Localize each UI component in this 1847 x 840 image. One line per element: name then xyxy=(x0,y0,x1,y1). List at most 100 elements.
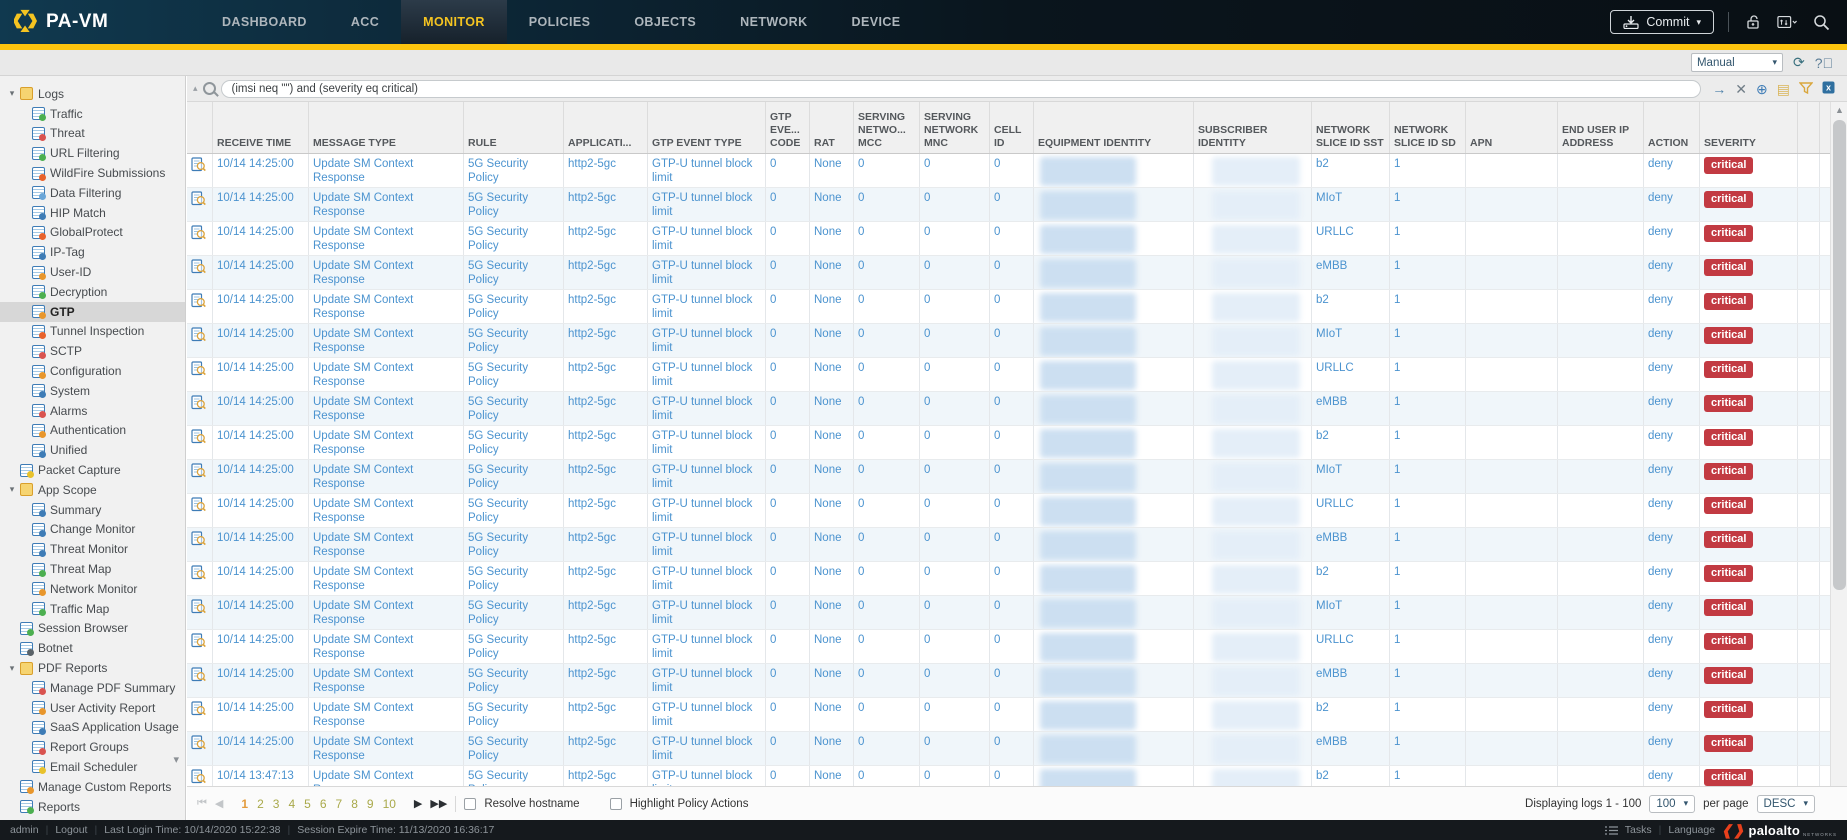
log-filter-input[interactable] xyxy=(220,79,1702,98)
resolve-hostname-checkbox[interactable] xyxy=(464,797,477,810)
sidebar-item-pdf-reports[interactable]: ▾ PDF Reports xyxy=(0,658,185,678)
column-header-network-slice-id-sd[interactable]: NETWORK SLICE ID SD xyxy=(1390,102,1466,153)
cell-action[interactable]: deny xyxy=(1644,494,1700,527)
cell-action[interactable]: deny xyxy=(1644,392,1700,425)
sidebar-item-url-filtering[interactable]: URL Filtering xyxy=(0,143,185,163)
refresh-mode-select[interactable]: Manual ▾ xyxy=(1690,53,1783,72)
cell-icon[interactable] xyxy=(187,290,213,323)
column-header-rule[interactable]: RULE xyxy=(464,102,564,153)
collapse-panel-icon[interactable]: ▴ xyxy=(193,83,198,93)
sort-order-select[interactable]: DESC ▾ xyxy=(1756,794,1815,813)
column-header-end-user-ip-address[interactable]: END USER IP ADDRESS xyxy=(1558,102,1644,153)
cell-icon[interactable] xyxy=(187,222,213,255)
cell-icon[interactable] xyxy=(187,188,213,221)
cell-icon[interactable] xyxy=(187,154,213,187)
sidebar-item-manage-custom-reports[interactable]: Manage Custom Reports xyxy=(0,777,185,797)
cell-receive-time[interactable]: 10/14 14:25:00 xyxy=(213,256,309,289)
expand-caret-icon[interactable]: ▾ xyxy=(9,88,15,99)
tab-dashboard[interactable]: DASHBOARD xyxy=(222,15,307,29)
sidebar-item-configuration[interactable]: Configuration xyxy=(0,361,185,381)
cell-icon[interactable] xyxy=(187,732,213,765)
cell-icon[interactable] xyxy=(187,494,213,527)
tab-acc[interactable]: ACC xyxy=(350,15,380,29)
sidebar-item-session-browser[interactable]: Session Browser xyxy=(0,619,185,639)
last-page-icon[interactable]: ▶▶ xyxy=(430,798,448,810)
cell-receive-time[interactable]: 10/14 14:25:00 xyxy=(213,188,309,221)
cell-receive-time[interactable]: 10/14 14:25:00 xyxy=(213,426,309,459)
tab-monitor[interactable]: MONITOR xyxy=(401,0,507,44)
sidebar-item-threat-monitor[interactable]: Threat Monitor xyxy=(0,539,185,559)
logout-link[interactable]: Logout xyxy=(55,824,88,836)
save-config-icon[interactable] xyxy=(1777,12,1797,32)
cell-receive-time[interactable]: 10/14 14:25:00 xyxy=(213,698,309,731)
cell-receive-time[interactable]: 10/14 13:47:13 xyxy=(213,766,309,786)
column-header-gtp-event-code[interactable]: GTP EVE... CODE xyxy=(766,102,810,153)
column-header-serving-network-mnc[interactable]: SERVING NETWORK MNC xyxy=(920,102,990,153)
config-lock-icon[interactable] xyxy=(1743,12,1763,32)
tab-device[interactable]: DEVICE xyxy=(851,15,901,29)
cell-action[interactable]: deny xyxy=(1644,426,1700,459)
tab-network[interactable]: NETWORK xyxy=(740,15,808,29)
page-number-4[interactable]: 4 xyxy=(288,796,296,811)
cell-icon[interactable] xyxy=(187,324,213,357)
cell-action[interactable]: deny xyxy=(1644,732,1700,765)
cell-action[interactable]: deny xyxy=(1644,256,1700,289)
tab-policies[interactable]: POLICIES xyxy=(528,15,591,29)
sidebar-item-authentication[interactable]: Authentication xyxy=(0,421,185,441)
global-find-icon[interactable] xyxy=(1811,12,1831,32)
cell-receive-time[interactable]: 10/14 14:25:00 xyxy=(213,596,309,629)
column-header-subscriber-identity[interactable]: SUBSCRIBER IDENTITY xyxy=(1194,102,1312,153)
column-header-message-type[interactable]: MESSAGE TYPE xyxy=(309,102,464,153)
column-header-rat[interactable]: RAT xyxy=(810,102,854,153)
page-number-3[interactable]: 3 xyxy=(272,796,280,811)
cell-receive-time[interactable]: 10/14 14:25:00 xyxy=(213,290,309,323)
sidebar-item-alarms[interactable]: Alarms xyxy=(0,401,185,421)
cell-action[interactable]: deny xyxy=(1644,528,1700,561)
cell-icon[interactable] xyxy=(187,562,213,595)
add-filter-icon[interactable]: ⊕ xyxy=(1756,80,1768,97)
cell-action[interactable]: deny xyxy=(1644,188,1700,221)
cell-action[interactable]: deny xyxy=(1644,324,1700,357)
sidebar-item-report-groups[interactable]: Report Groups xyxy=(0,737,185,757)
cell-action[interactable]: deny xyxy=(1644,290,1700,323)
page-number-1[interactable]: 1 xyxy=(241,796,249,811)
export-csv-icon[interactable]: x xyxy=(1822,81,1835,96)
sidebar-item-network-monitor[interactable]: Network Monitor xyxy=(0,579,185,599)
sidebar-item-reports[interactable]: Reports xyxy=(0,797,185,817)
cell-icon[interactable] xyxy=(187,460,213,493)
next-page-icon[interactable]: ▶ xyxy=(413,798,423,810)
sidebar-item-packet-capture[interactable]: Packet Capture xyxy=(0,460,185,480)
language-link[interactable]: Language xyxy=(1668,824,1716,836)
column-header-network-slice-id-sst[interactable]: NETWORK SLICE ID SST xyxy=(1312,102,1390,153)
sidebar-scroll-down-icon[interactable]: ▾ xyxy=(173,754,179,766)
sidebar-item-botnet[interactable]: Botnet xyxy=(0,638,185,658)
cell-action[interactable]: deny xyxy=(1644,664,1700,697)
sidebar-item-app-scope[interactable]: ▾ App Scope xyxy=(0,480,185,500)
cell-action[interactable]: deny xyxy=(1644,154,1700,187)
commit-button[interactable]: Commit ▾ xyxy=(1610,10,1714,34)
column-header-equipment-identity[interactable]: EQUIPMENT IDENTITY xyxy=(1034,102,1194,153)
cell-icon[interactable] xyxy=(187,596,213,629)
cell-receive-time[interactable]: 10/14 14:25:00 xyxy=(213,460,309,493)
cell-receive-time[interactable]: 10/14 14:25:00 xyxy=(213,392,309,425)
highlight-policy-checkbox[interactable] xyxy=(609,797,622,810)
apply-filter-icon[interactable]: → xyxy=(1712,80,1727,97)
cell-action[interactable]: deny xyxy=(1644,630,1700,663)
sidebar-item-hip-match[interactable]: HIP Match xyxy=(0,203,185,223)
cell-receive-time[interactable]: 10/14 14:25:00 xyxy=(213,494,309,527)
column-header-application[interactable]: APPLICATI... xyxy=(564,102,648,153)
sidebar-item-manage-pdf-summary[interactable]: Manage PDF Summary xyxy=(0,678,185,698)
scroll-up-icon[interactable]: ▲ xyxy=(1835,105,1844,115)
page-number-8[interactable]: 8 xyxy=(351,796,358,811)
load-filter-icon[interactable] xyxy=(1798,81,1814,97)
sidebar-item-change-monitor[interactable]: Change Monitor xyxy=(0,520,185,540)
sidebar-item-traffic-map[interactable]: Traffic Map xyxy=(0,599,185,619)
first-page-icon[interactable]: ⏮ xyxy=(197,797,207,809)
cell-icon[interactable] xyxy=(187,528,213,561)
page-number-10[interactable]: 10 xyxy=(382,796,396,811)
tab-objects[interactable]: OBJECTS xyxy=(634,15,697,29)
sidebar-item-sctp[interactable]: SCTP xyxy=(0,341,185,361)
sidebar-item-summary[interactable]: Summary xyxy=(0,500,185,520)
cell-receive-time[interactable]: 10/14 14:25:00 xyxy=(213,154,309,187)
save-filter-icon[interactable]: ▤ xyxy=(1776,80,1790,97)
